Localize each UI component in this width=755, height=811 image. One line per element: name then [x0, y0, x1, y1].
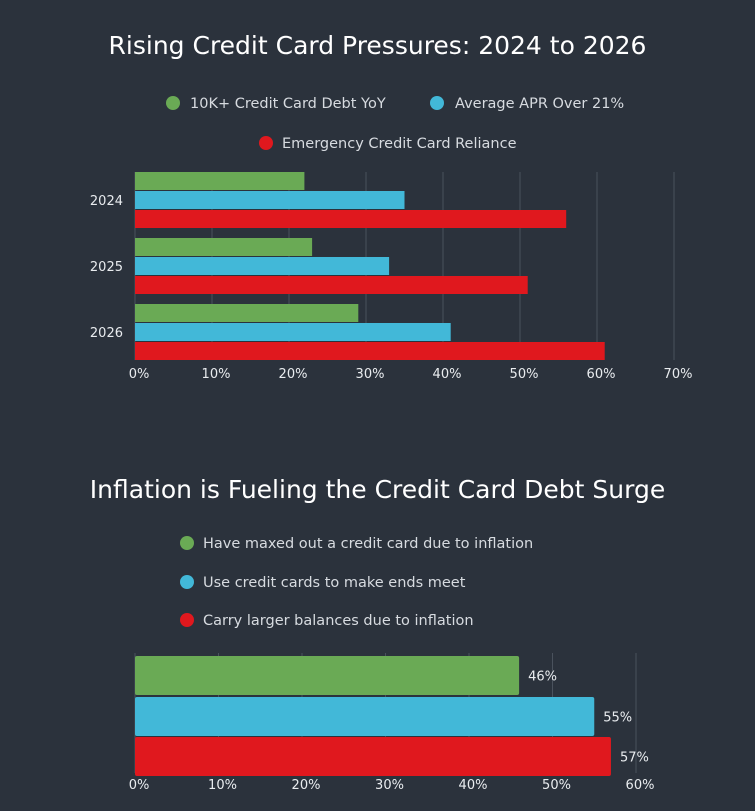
legend-label: Use credit cards to make ends meet	[203, 575, 466, 591]
legend-marker	[259, 136, 273, 150]
x-tick-label: 20%	[292, 778, 321, 793]
bar-2026-2	[135, 342, 605, 360]
legend-label: 10K+ Credit Card Debt YoY	[190, 96, 386, 112]
legend-marker	[180, 613, 194, 627]
chart-inflation-debt-surge: Inflation is Fueling the Credit Card Deb…	[90, 475, 665, 793]
legend-label: Average APR Over 21%	[455, 96, 624, 112]
bar-2025-1	[135, 257, 390, 275]
x-tick-label: 60%	[587, 367, 616, 382]
legend-marker	[430, 96, 444, 110]
legend-marker	[180, 536, 194, 550]
x-tick-label: 60%	[626, 778, 655, 793]
x-tick-label: 50%	[510, 367, 539, 382]
x-tick-label: 10%	[202, 367, 231, 382]
x-tick-label: 30%	[356, 367, 385, 382]
legend-label: Carry larger balances due to inflation	[203, 613, 474, 629]
x-tick-label: 40%	[459, 778, 488, 793]
bar-2026-1	[135, 323, 451, 341]
chart-credit-card-pressures: Rising Credit Card Pressures: 2024 to 20…	[90, 31, 693, 382]
legend-marker	[180, 575, 194, 589]
legend-label: Have maxed out a credit card due to infl…	[203, 536, 533, 552]
bar-2025-2	[135, 276, 528, 294]
legend-marker	[166, 96, 180, 110]
y-category-label: 2025	[90, 260, 123, 275]
legend-label: Emergency Credit Card Reliance	[282, 136, 517, 152]
bar-0	[135, 656, 520, 695]
x-tick-label: 20%	[279, 367, 308, 382]
x-tick-label: 50%	[542, 778, 571, 793]
y-category-label: 2024	[90, 194, 123, 209]
bar-1	[135, 697, 595, 736]
bar-2025-0	[135, 238, 313, 256]
data-label: 57%	[620, 751, 649, 766]
x-tick-label: 0%	[129, 367, 150, 382]
bar-2	[135, 737, 611, 776]
chart-title: Rising Credit Card Pressures: 2024 to 20…	[109, 31, 647, 60]
bar-2026-0	[135, 304, 359, 322]
data-label: 46%	[528, 670, 557, 685]
bar-2024-2	[135, 210, 567, 228]
data-label: 55%	[603, 711, 632, 726]
x-tick-label: 40%	[433, 367, 462, 382]
y-category-label: 2026	[90, 326, 123, 341]
bar-2024-1	[135, 191, 405, 209]
x-tick-label: 70%	[664, 367, 693, 382]
chart-title: Inflation is Fueling the Credit Card Deb…	[90, 475, 665, 504]
bar-2024-0	[135, 172, 305, 190]
x-tick-label: 0%	[129, 778, 150, 793]
x-tick-label: 10%	[208, 778, 237, 793]
x-tick-label: 30%	[375, 778, 404, 793]
